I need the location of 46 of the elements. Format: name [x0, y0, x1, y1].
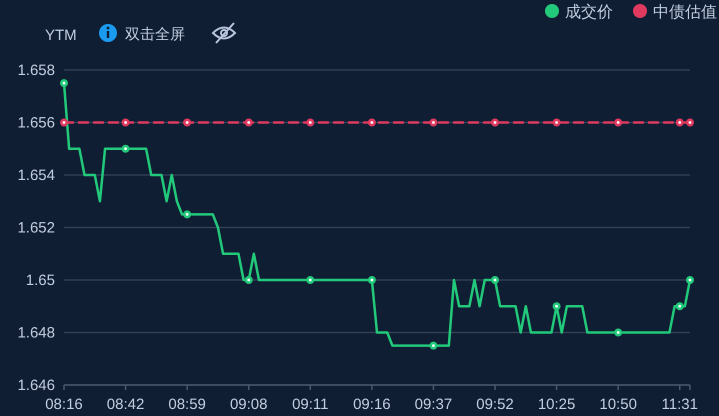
y-tick-label: 1.658	[17, 62, 55, 79]
y-axis-title: YTM	[45, 27, 77, 44]
x-tick-label: 11:31	[662, 396, 698, 413]
x-tick-label: 08:42	[106, 396, 144, 413]
y-tick-label: 1.652	[17, 220, 55, 236]
point	[614, 118, 622, 126]
y-tick-label: 1.646	[17, 377, 55, 394]
point	[122, 144, 130, 153]
point	[244, 118, 253, 126]
point	[183, 210, 192, 218]
point	[614, 328, 622, 336]
legend-label: 成交价	[565, 3, 613, 21]
point	[244, 276, 253, 284]
x-tick-label: 09:16	[353, 396, 391, 413]
point	[686, 118, 694, 126]
point	[676, 302, 684, 310]
y-tick-label: 1.65	[26, 272, 55, 289]
point	[429, 342, 438, 350]
x-tick-label: 08:59	[168, 396, 206, 413]
text: 双击全屏	[125, 26, 185, 43]
y-tick-label: 1.656	[17, 114, 55, 132]
legend-label: 中债估值	[653, 3, 717, 21]
point	[491, 276, 500, 284]
point	[60, 118, 68, 126]
x-tick-label: 09:37	[414, 396, 452, 413]
point	[491, 118, 500, 126]
x-tick-label: 09:11	[292, 396, 329, 413]
point	[552, 118, 561, 126]
x-tick-label: 10:50	[599, 396, 637, 413]
point	[368, 276, 376, 284]
point	[429, 118, 438, 126]
point	[676, 118, 684, 126]
x-tick-label: 09:08	[230, 396, 268, 413]
point	[686, 276, 694, 284]
y-tick-label: 1.648	[17, 324, 55, 342]
y-tick-label: 1.654	[17, 167, 55, 184]
point	[183, 118, 192, 126]
point	[60, 79, 68, 88]
point	[306, 276, 314, 284]
x-tick-label: 08:16	[45, 396, 83, 413]
point	[368, 118, 376, 126]
x-tick-label: 09:52	[476, 396, 514, 413]
point	[122, 118, 130, 126]
point	[306, 118, 314, 126]
point	[552, 302, 561, 310]
x-tick-label: 10:25	[538, 396, 576, 413]
